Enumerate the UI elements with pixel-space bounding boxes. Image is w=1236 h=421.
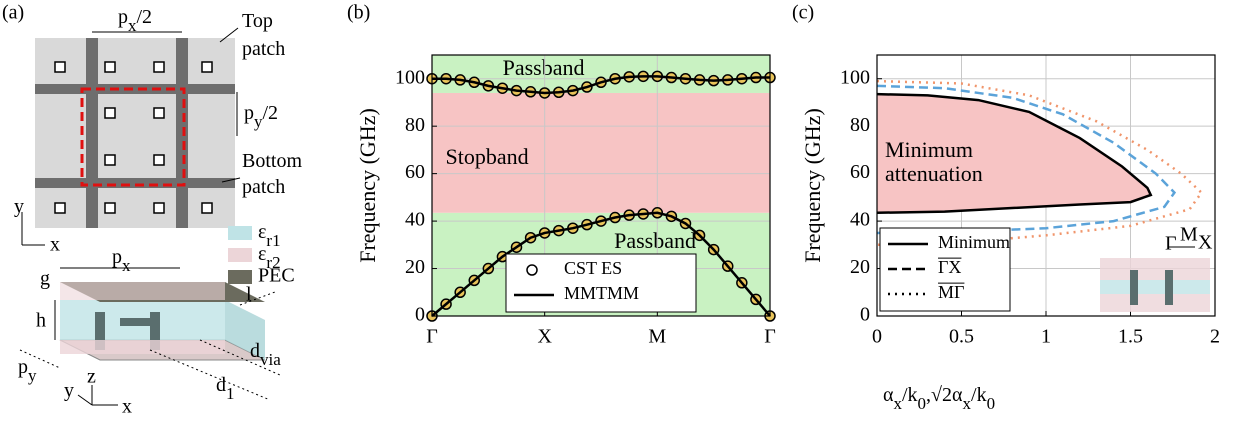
x-tick-label: 1	[1041, 326, 1051, 348]
legend-swatch	[228, 248, 252, 262]
y-tick-label: 40	[405, 209, 425, 231]
y-tick-label: 60	[405, 161, 425, 183]
legend-label: PEC	[258, 265, 295, 287]
legend-swatch	[228, 226, 252, 240]
axis-label: y	[64, 380, 74, 402]
region-label: Passband	[503, 55, 585, 80]
y-tick-label: 0	[415, 304, 425, 326]
y-axis-label: Frequency (GHz)	[800, 108, 825, 263]
strip	[176, 38, 188, 228]
x-tick-label: 2	[1210, 326, 1220, 348]
legend-label: ΓX	[938, 257, 961, 277]
y-tick-label: 20	[850, 256, 870, 278]
y-tick-label: 100	[395, 66, 425, 88]
dim-label: dvia	[250, 340, 281, 370]
x-tick-label: 0.5	[949, 326, 974, 348]
dim-label: g	[40, 268, 50, 290]
unit-cell-3d	[20, 268, 280, 405]
x-axis-label: αx/k0,√2αx/k0	[883, 384, 995, 414]
x-tick-label: Γ	[426, 326, 438, 348]
figure: (a) px/2 Toppatch py/2 Bottompatch y x ε…	[0, 0, 1236, 421]
y-tick-label: 60	[850, 161, 870, 183]
axis-label: z	[87, 366, 96, 388]
dim-label: d1	[216, 374, 235, 404]
y-axis-label: Frequency (GHz)	[355, 108, 380, 263]
annotation: attenuation	[885, 161, 983, 186]
y-tick-label: 40	[850, 209, 870, 231]
y-tick-label: 80	[850, 114, 870, 136]
dim-label: px/2	[118, 6, 152, 36]
x-tick-label: Γ	[764, 326, 776, 348]
legend-label: MΓ	[938, 282, 964, 302]
y-tick-label: 20	[405, 256, 425, 278]
legend-label: CST ES	[564, 258, 622, 278]
panel-label: (c)	[792, 2, 814, 24]
region-label: Passband	[614, 228, 696, 253]
legend-swatch	[228, 270, 252, 284]
legend-label: MMTMM	[564, 283, 639, 303]
x-tick-label: 1.5	[1118, 326, 1143, 348]
inset	[1100, 247, 1210, 312]
x-tick-label: 0	[872, 326, 882, 348]
axis-label: y	[14, 196, 24, 218]
axis-label: x	[50, 234, 60, 256]
strip	[86, 38, 98, 228]
region-label: Stopband	[446, 144, 529, 169]
dim-label: l	[246, 284, 252, 306]
x-tick-label: M	[648, 326, 666, 348]
dim-label: px	[112, 246, 131, 276]
top-view	[22, 28, 240, 245]
y-tick-label: 80	[405, 114, 425, 136]
y-tick-label: 100	[840, 66, 870, 88]
page: { "diagram": { "panel_label": "(a)", "px…	[0, 0, 1236, 421]
dim-label: py	[18, 356, 37, 386]
dim-label: py/2	[244, 102, 278, 132]
dim-label: h	[36, 310, 46, 332]
panel-label: (a)	[2, 2, 24, 24]
legend-label: Minimum	[938, 232, 1010, 252]
x-tick-label: X	[537, 326, 552, 348]
inset-label: Γ	[1165, 233, 1177, 255]
inset-label: M	[1180, 224, 1198, 246]
strip	[35, 84, 235, 94]
y-tick-label: 0	[860, 304, 870, 326]
annotation: Minimum	[885, 137, 973, 162]
inset-label: X	[1198, 232, 1213, 254]
panel-label: (b)	[347, 2, 370, 24]
axis-label: x	[122, 396, 132, 418]
